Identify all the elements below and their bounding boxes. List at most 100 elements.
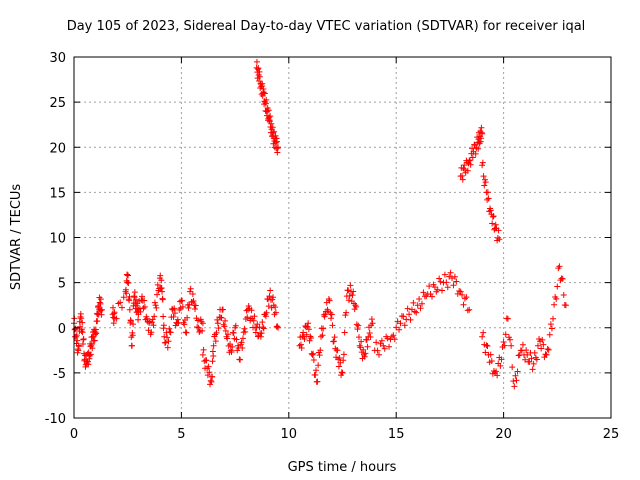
data-point bbox=[270, 294, 277, 301]
data-point bbox=[410, 299, 417, 306]
x-tick-label: 25 bbox=[603, 427, 620, 442]
data-point bbox=[275, 324, 282, 331]
data-point bbox=[317, 347, 324, 354]
data-point bbox=[132, 296, 139, 303]
data-point bbox=[469, 154, 476, 161]
data-point bbox=[340, 351, 347, 358]
data-point bbox=[482, 349, 489, 356]
data-point bbox=[331, 334, 338, 341]
data-point bbox=[313, 367, 320, 374]
data-point bbox=[447, 269, 454, 276]
data-point bbox=[229, 343, 236, 350]
data-point bbox=[553, 295, 560, 302]
data-point bbox=[463, 294, 470, 301]
data-point bbox=[159, 296, 166, 303]
data-point bbox=[338, 369, 345, 376]
data-point bbox=[396, 326, 403, 333]
data-point bbox=[96, 299, 103, 306]
data-point bbox=[199, 327, 206, 334]
data-point bbox=[210, 342, 217, 349]
data-point bbox=[233, 336, 240, 343]
data-point bbox=[444, 284, 451, 291]
data-point bbox=[484, 343, 491, 350]
data-point bbox=[500, 338, 507, 345]
data-point bbox=[242, 328, 249, 335]
data-point bbox=[97, 296, 104, 303]
data-point bbox=[224, 331, 231, 338]
data-point bbox=[181, 321, 188, 328]
data-point bbox=[328, 315, 335, 322]
data-point bbox=[316, 352, 323, 359]
data-point bbox=[378, 337, 385, 344]
data-point bbox=[261, 90, 268, 97]
data-point bbox=[256, 78, 263, 85]
y-axis-label: SDTVAR / TECUs bbox=[9, 184, 24, 291]
data-point bbox=[353, 321, 360, 328]
data-point bbox=[431, 284, 438, 291]
data-point bbox=[169, 306, 176, 313]
data-point bbox=[479, 162, 486, 169]
data-point bbox=[192, 306, 199, 313]
data-point bbox=[258, 330, 265, 337]
data-point bbox=[305, 326, 312, 333]
data-point bbox=[135, 316, 142, 323]
data-point bbox=[345, 297, 352, 304]
data-point bbox=[467, 161, 474, 168]
x-axis-ticks: 0 5 10 15 20 25 bbox=[70, 57, 619, 442]
data-point bbox=[272, 309, 279, 316]
data-point bbox=[345, 287, 352, 294]
data-point bbox=[141, 297, 148, 304]
data-point bbox=[160, 313, 167, 320]
data-point bbox=[420, 289, 427, 296]
data-point bbox=[484, 189, 491, 196]
data-point bbox=[171, 310, 178, 317]
data-point bbox=[367, 334, 374, 341]
data-point bbox=[489, 213, 496, 220]
data-point bbox=[151, 313, 158, 320]
data-point bbox=[309, 351, 316, 358]
data-point bbox=[490, 213, 497, 220]
data-point bbox=[451, 273, 458, 280]
data-point bbox=[529, 366, 536, 373]
data-point bbox=[73, 332, 80, 339]
data-point bbox=[220, 321, 227, 328]
data-point bbox=[113, 315, 120, 322]
data-point bbox=[526, 358, 533, 365]
data-point bbox=[271, 128, 278, 135]
data-point bbox=[154, 291, 161, 298]
y-tick-label: 25 bbox=[49, 96, 66, 111]
data-point bbox=[335, 363, 342, 370]
data-point bbox=[251, 313, 258, 320]
data-point bbox=[492, 221, 499, 228]
y-axis-ticks: -10 -5 0 5 10 15 20 25 30 bbox=[45, 51, 611, 427]
y-tick-label: 10 bbox=[49, 232, 66, 247]
data-points bbox=[71, 58, 569, 390]
data-point bbox=[319, 332, 326, 339]
data-point bbox=[78, 326, 85, 333]
data-point bbox=[183, 329, 190, 336]
data-point bbox=[137, 308, 144, 315]
data-point bbox=[228, 348, 235, 355]
data-point bbox=[230, 329, 237, 336]
data-point bbox=[238, 339, 245, 346]
data-point bbox=[267, 287, 274, 294]
data-point bbox=[528, 355, 535, 362]
data-point bbox=[514, 368, 521, 375]
data-point bbox=[556, 263, 563, 270]
data-point bbox=[98, 311, 105, 318]
data-point bbox=[187, 285, 194, 292]
data-point bbox=[118, 304, 125, 311]
data-point bbox=[524, 351, 531, 358]
data-point bbox=[453, 278, 460, 285]
data-point bbox=[244, 306, 251, 313]
data-point bbox=[304, 323, 311, 330]
data-point bbox=[199, 320, 206, 327]
data-point bbox=[406, 311, 413, 318]
data-point bbox=[513, 377, 520, 384]
y-tick-label: 20 bbox=[49, 141, 66, 156]
y-tick-label: 5 bbox=[58, 277, 66, 292]
data-point bbox=[542, 351, 549, 358]
data-point bbox=[76, 343, 83, 350]
data-point bbox=[472, 150, 479, 157]
data-point bbox=[218, 314, 225, 321]
